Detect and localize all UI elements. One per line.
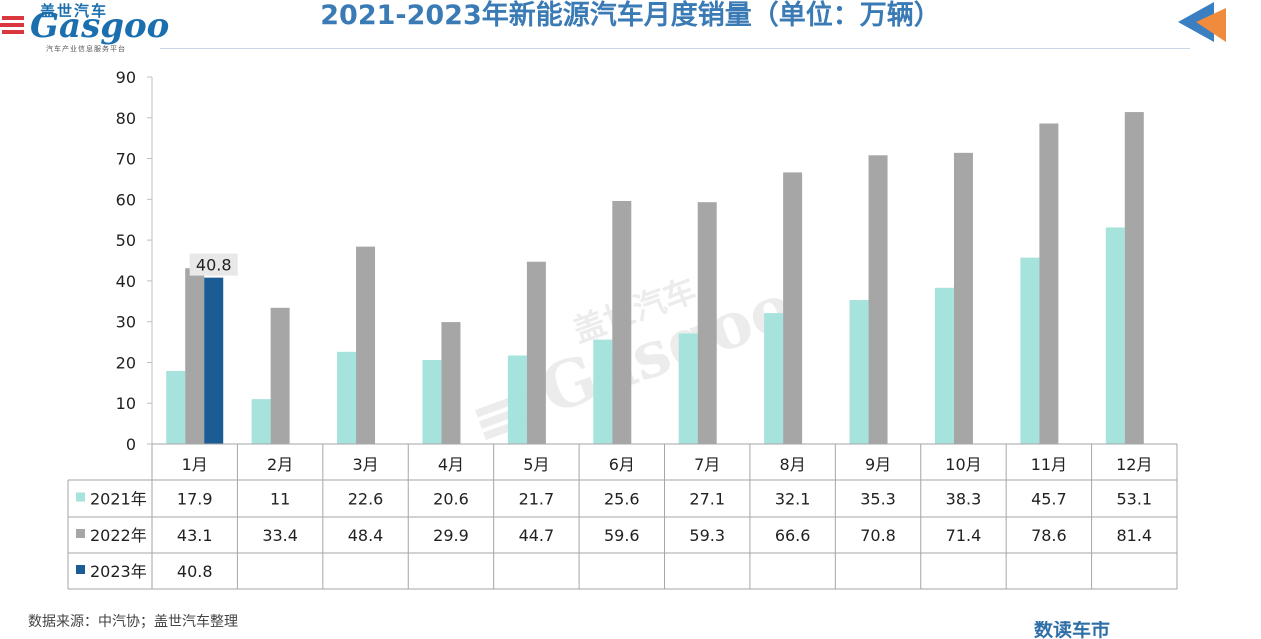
table-cell-value: 70.8 xyxy=(860,526,896,545)
table-cell-value: 53.1 xyxy=(1116,490,1152,509)
y-tick-label: 70 xyxy=(116,150,136,169)
y-tick-label: 80 xyxy=(116,109,136,128)
logo-tagline: 汽车产业信息服务平台 xyxy=(46,45,126,53)
x-tick-label: 12月 xyxy=(1116,455,1152,474)
logo-chinese-name: 盖世汽车 xyxy=(40,2,109,20)
table-cell-value: 25.6 xyxy=(604,490,640,509)
data-labels-layer: 40.8 xyxy=(189,253,238,276)
bar-2022年-4月 xyxy=(441,322,461,444)
bar-2022年-7月 xyxy=(697,202,717,444)
table-cell-value: 20.6 xyxy=(433,490,469,509)
bar-2023年-1月 xyxy=(204,277,224,444)
bar-2021年-12月 xyxy=(1105,227,1125,444)
legend-label: 2021年 xyxy=(90,490,147,509)
bar-2021年-10月 xyxy=(934,287,954,444)
table-cell-value: 21.7 xyxy=(519,490,555,509)
legend-key xyxy=(76,492,85,502)
table-cell-value: 11 xyxy=(270,490,290,509)
table-cell-value: 81.4 xyxy=(1116,526,1152,545)
logo-english-name: Gasgoo xyxy=(30,6,170,46)
gasgoo-logo[interactable]: 盖世汽车 Gasgoo 汽车产业信息服务平台 xyxy=(0,0,169,56)
bar-2022年-10月 xyxy=(953,152,973,444)
y-tick-label: 20 xyxy=(116,353,136,372)
bar-2021年-11月 xyxy=(1020,257,1040,444)
bar-2021年-5月 xyxy=(507,355,527,444)
bar-2021年-7月 xyxy=(678,333,698,444)
y-tick-label: 50 xyxy=(116,231,136,250)
data-label: 40.8 xyxy=(196,256,232,275)
data-source-note: 数据来源：中汽协；盖世汽车整理 xyxy=(28,614,238,630)
back-arrow-icon xyxy=(1178,2,1226,42)
title-divider xyxy=(160,48,1190,49)
y-tick-label: 60 xyxy=(116,190,136,209)
bar-2022年-5月 xyxy=(526,261,546,444)
bar-2021年-6月 xyxy=(593,339,613,444)
x-tick-label: 3月 xyxy=(352,455,378,474)
y-tick-label: 30 xyxy=(116,313,136,332)
table-cell-value: 45.7 xyxy=(1031,490,1067,509)
table-cell-value: 38.3 xyxy=(946,490,982,509)
table-cell-value: 35.3 xyxy=(860,490,896,509)
table-cell-value: 71.4 xyxy=(946,526,982,545)
bar-2022年-12月 xyxy=(1124,112,1144,445)
legend-label: 2023年 xyxy=(90,562,147,581)
table-cell-value: 43.1 xyxy=(177,526,213,545)
table-cell-value: 59.3 xyxy=(689,526,725,545)
table-cell-value: 32.1 xyxy=(775,490,811,509)
table-cell-value: 78.6 xyxy=(1031,526,1067,545)
x-tick-label: 5月 xyxy=(523,455,549,474)
x-tick-label: 6月 xyxy=(609,455,635,474)
x-tick-label: 4月 xyxy=(438,455,464,474)
table-cell-value: 17.9 xyxy=(177,490,213,509)
x-tick-label: 10月 xyxy=(945,455,981,474)
data-table: 1月 2月 3月 4月 5月 6月 7月 8月 9月 10月 11月 12月 2021年 17.9 11 22… xyxy=(67,443,1178,590)
y-tick-label: 0 xyxy=(126,435,136,454)
table-cell-value: 59.6 xyxy=(604,526,640,545)
legend-key xyxy=(76,529,85,538)
x-tick-label: 11月 xyxy=(1031,455,1067,474)
legend-key xyxy=(76,565,85,574)
legend-label: 2022年 xyxy=(90,526,147,545)
footer-brand[interactable]: 数读车市 xyxy=(1034,621,1111,639)
back-arrow-button[interactable] xyxy=(1174,0,1234,52)
page-title: 2021-2023年新能源汽车月度销量（单位：万辆） xyxy=(320,0,941,31)
y-axis: 0 10 20 30 40 50 60 70 80 90 xyxy=(116,68,153,454)
bar-2022年-1月 xyxy=(185,268,205,444)
bar-2021年-4月 xyxy=(422,359,442,444)
bar-2022年-8月 xyxy=(783,172,803,445)
table-cell-value: 27.1 xyxy=(689,490,725,509)
bar-2022年-11月 xyxy=(1039,123,1059,444)
table-cell-value: 66.6 xyxy=(775,526,811,545)
bar-2022年-9月 xyxy=(868,155,888,444)
bar-2021年-1月 xyxy=(166,371,186,444)
x-tick-label: 7月 xyxy=(694,455,720,474)
bar-2021年-8月 xyxy=(764,313,784,444)
x-tick-label: 9月 xyxy=(865,455,891,474)
bar-2021年-3月 xyxy=(337,351,357,444)
table-cell-value: 44.7 xyxy=(519,526,555,545)
bar-2022年-2月 xyxy=(270,307,290,444)
bar-2021年-9月 xyxy=(849,300,869,444)
gasgoo-logo-icon xyxy=(0,16,24,34)
x-tick-label: 1月 xyxy=(182,455,208,474)
bar-2022年-3月 xyxy=(356,246,376,444)
y-tick-label: 90 xyxy=(116,68,136,87)
y-tick-label: 10 xyxy=(116,394,136,413)
table-cell-value: 29.9 xyxy=(433,526,469,545)
bar-2021年-2月 xyxy=(251,399,271,444)
bar-2022年-6月 xyxy=(612,200,632,444)
table-cell-value: 40.8 xyxy=(177,562,213,581)
x-tick-label: 8月 xyxy=(780,455,806,474)
table-cell-value: 22.6 xyxy=(348,490,384,509)
table-cell-value: 48.4 xyxy=(348,526,384,545)
bars-layer xyxy=(166,112,1144,445)
x-tick-label: 2月 xyxy=(267,455,293,474)
data-label-background xyxy=(189,253,238,276)
y-tick-label: 40 xyxy=(116,272,136,291)
table-cell-value: 33.4 xyxy=(262,526,298,545)
